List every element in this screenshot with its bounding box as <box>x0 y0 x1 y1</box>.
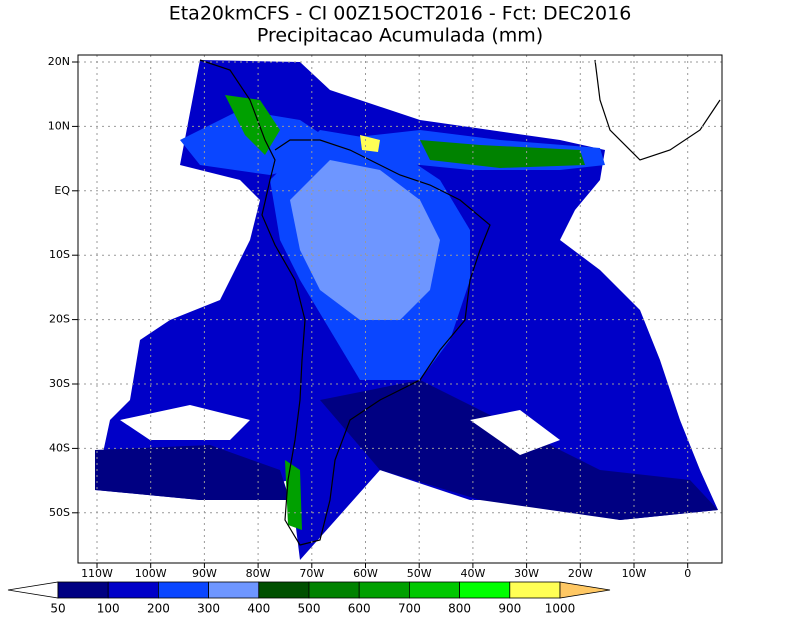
lon-label: 90W <box>192 567 217 580</box>
colorbar-label: 100 <box>97 602 120 616</box>
lon-label: 10W <box>622 567 647 580</box>
colorbar-box <box>157 581 209 599</box>
lon-label: 80W <box>246 567 271 580</box>
lat-label: 40S <box>49 441 70 454</box>
lon-label: 70W <box>299 567 324 580</box>
colorbar-label: 50 <box>50 602 65 616</box>
graticule <box>72 55 722 568</box>
colorbar-box <box>408 581 460 599</box>
colorbar-label: 800 <box>448 602 471 616</box>
colorbar-box <box>208 581 260 599</box>
map-frame <box>77 54 723 564</box>
lon-label: 40W <box>460 567 485 580</box>
lon-label: 30W <box>514 567 539 580</box>
colorbar-box <box>57 581 109 599</box>
colorbar-label: 1000 <box>545 602 576 616</box>
lat-label: 20N <box>48 55 70 68</box>
axis-labels: 20N 10N EQ 10S 20S 30S 40S 50S 110W 100W 90W 80W 70W… <box>48 55 691 580</box>
colorbar-under <box>7 581 59 599</box>
colorbar-box <box>459 581 511 599</box>
colorbar-box <box>509 581 561 599</box>
lat-label: 50S <box>49 506 70 519</box>
colorbar-label: 700 <box>398 602 421 616</box>
precipitation-field <box>95 60 718 560</box>
colorbar-label: 900 <box>498 602 521 616</box>
lat-label: EQ <box>54 184 70 197</box>
colorbar: 50 100 200 300 400 500 600 700 800 900 1000 <box>7 581 611 616</box>
subtitle: Precipitacao Acumulada (mm) <box>257 25 543 47</box>
colorbar-box <box>107 581 159 599</box>
title: Eta20kmCFS - CI 00Z15OCT2016 - Fct: DEC2… <box>169 3 632 25</box>
colorbar-box <box>258 581 310 599</box>
lon-label: 0 <box>684 567 691 580</box>
lon-label: 100W <box>135 567 167 580</box>
lon-label: 110W <box>81 567 113 580</box>
colorbar-label: 300 <box>197 602 220 616</box>
colorbar-box <box>358 581 410 599</box>
lon-label: 20W <box>568 567 593 580</box>
coastlines <box>199 59 721 546</box>
lat-label: 10N <box>48 119 70 132</box>
lat-label: 20S <box>49 313 70 326</box>
colorbar-label: 400 <box>247 602 270 616</box>
lon-label: 50W <box>407 567 432 580</box>
colorbar-label: 600 <box>348 602 371 616</box>
colorbar-label: 200 <box>147 602 170 616</box>
lat-label: 30S <box>49 377 70 390</box>
colorbar-label: 500 <box>298 602 321 616</box>
colorbar-box <box>308 581 360 599</box>
lon-label: 60W <box>353 567 378 580</box>
colorbar-over <box>559 581 611 599</box>
lat-label: 10S <box>49 248 70 261</box>
